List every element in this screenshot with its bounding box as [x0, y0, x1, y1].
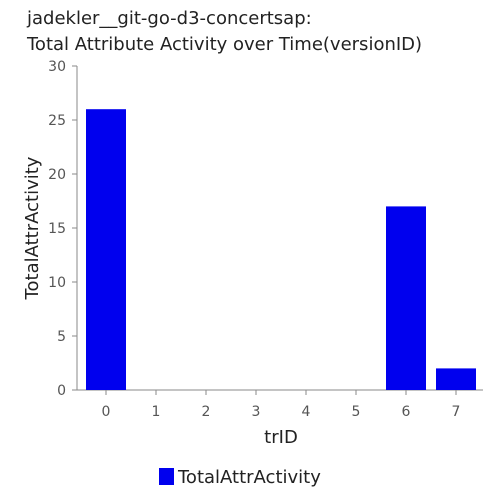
y-tick-label: 20 [48, 167, 66, 183]
x-axis: 0 1 2 3 4 5 6 7 [77, 389, 483, 420]
y-tick-label: 10 [48, 275, 66, 291]
bar [436, 368, 476, 390]
y-tick-label: 0 [57, 383, 66, 399]
x-tick-label: 3 [252, 404, 261, 420]
chart-title-line-2: Total Attribute Activity over Time(versi… [26, 34, 422, 55]
chart-title-line-1: jadekler__git-go-d3-concertsap: [26, 8, 312, 29]
x-tick-label: 4 [302, 404, 311, 420]
x-tick-label: 5 [352, 404, 361, 420]
legend-label: TotalAttrActivity [177, 467, 321, 488]
bar [386, 206, 426, 390]
x-tick-label: 0 [102, 404, 111, 420]
x-tick-label: 7 [452, 404, 461, 420]
bar [86, 109, 126, 390]
y-tick-label: 15 [48, 221, 66, 237]
x-tick-label: 2 [202, 404, 211, 420]
x-axis-label: trID [264, 427, 298, 448]
y-tick-label: 30 [48, 59, 66, 75]
y-tick-label: 25 [48, 113, 66, 129]
legend: TotalAttrActivity [159, 467, 321, 488]
legend-swatch [159, 468, 174, 485]
y-axis: 0 5 10 15 20 25 30 [48, 59, 78, 399]
y-tick-label: 5 [57, 329, 66, 345]
y-axis-label: TotalAttrActivity [22, 156, 43, 300]
x-tick-label: 1 [152, 404, 161, 420]
x-tick-label: 6 [402, 404, 411, 420]
bars-group [86, 109, 476, 390]
